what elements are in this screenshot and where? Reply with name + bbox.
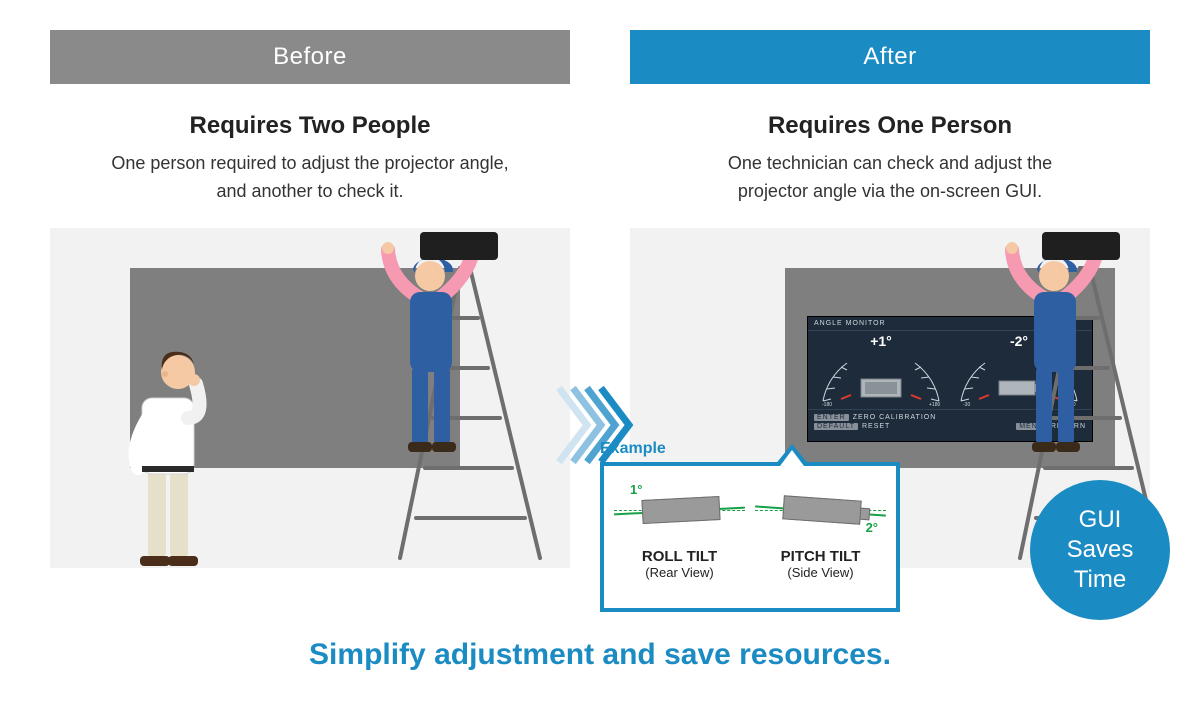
- badge-line1: GUI: [1079, 506, 1122, 533]
- after-title: Requires One Person: [640, 112, 1140, 140]
- example-pitch-degree: 2°: [866, 520, 878, 535]
- svg-text:+180: +180: [929, 402, 940, 408]
- after-copy-line1: One technician can check and adjust the: [728, 153, 1052, 173]
- before-copy: One person required to adjust the projec…: [60, 150, 560, 206]
- technician-icon: [994, 240, 1124, 490]
- projector-icon: [420, 232, 498, 260]
- after-copy: One technician can check and adjust the …: [640, 150, 1140, 206]
- before-header-label: Before: [273, 43, 347, 71]
- before-illustration: [50, 228, 570, 568]
- badge-line3: Time: [1074, 566, 1126, 593]
- projector-icon: [1042, 232, 1120, 260]
- example-box: 1° ROLL TILT (Rear View) 2° PITCH TILT (…: [600, 462, 900, 612]
- roll-gauge-icon: -180 +180: [817, 351, 945, 409]
- badge-line2: Saves: [1067, 536, 1134, 563]
- gui-saves-time-badge: GUI Saves Time: [1030, 480, 1170, 620]
- example-label: Example: [600, 440, 935, 458]
- example-pitch-col: 2° PITCH TILT (Side View): [755, 480, 886, 598]
- after-header-label: After: [863, 43, 916, 71]
- gui-reset-label: RESET: [862, 423, 890, 430]
- after-header: After: [630, 30, 1150, 84]
- after-copy-line2: projector angle via the on-screen GUI.: [738, 181, 1042, 201]
- after-text: Requires One Person One technician can c…: [630, 84, 1150, 228]
- svg-text:-180: -180: [822, 402, 832, 408]
- example-roll-degree: 1°: [630, 482, 642, 497]
- example-pitch-sub: (Side View): [755, 565, 886, 580]
- before-header: Before: [50, 30, 570, 84]
- observer-icon: [110, 328, 230, 568]
- before-panel: Before Requires Two People One person re…: [50, 30, 570, 568]
- example-pitch-title: PITCH TILT: [755, 548, 886, 565]
- example-roll-sub: (Rear View): [614, 565, 745, 580]
- technician-icon: [370, 240, 500, 490]
- before-copy-line2: and another to check it.: [216, 181, 403, 201]
- gui-roll-dial: +1° -180: [815, 333, 947, 409]
- gui-roll-value: +1°: [815, 333, 947, 349]
- before-copy-line1: One person required to adjust the projec…: [111, 153, 508, 173]
- callout-pointer-icon: [774, 444, 810, 466]
- before-text: Requires Two People One person required …: [50, 84, 570, 228]
- example-roll-col: 1° ROLL TILT (Rear View): [614, 480, 745, 598]
- bottom-slogan: Simplify adjustment and save resources.: [0, 638, 1200, 672]
- before-title: Requires Two People: [60, 112, 560, 140]
- example-roll-title: ROLL TILT: [614, 548, 745, 565]
- gui-zero-calibration: ZERO CALIBRATION: [853, 414, 937, 421]
- example-callout: Example 1° ROLL TILT (Rear View) 2°: [600, 440, 935, 615]
- svg-text:-30: -30: [963, 402, 970, 408]
